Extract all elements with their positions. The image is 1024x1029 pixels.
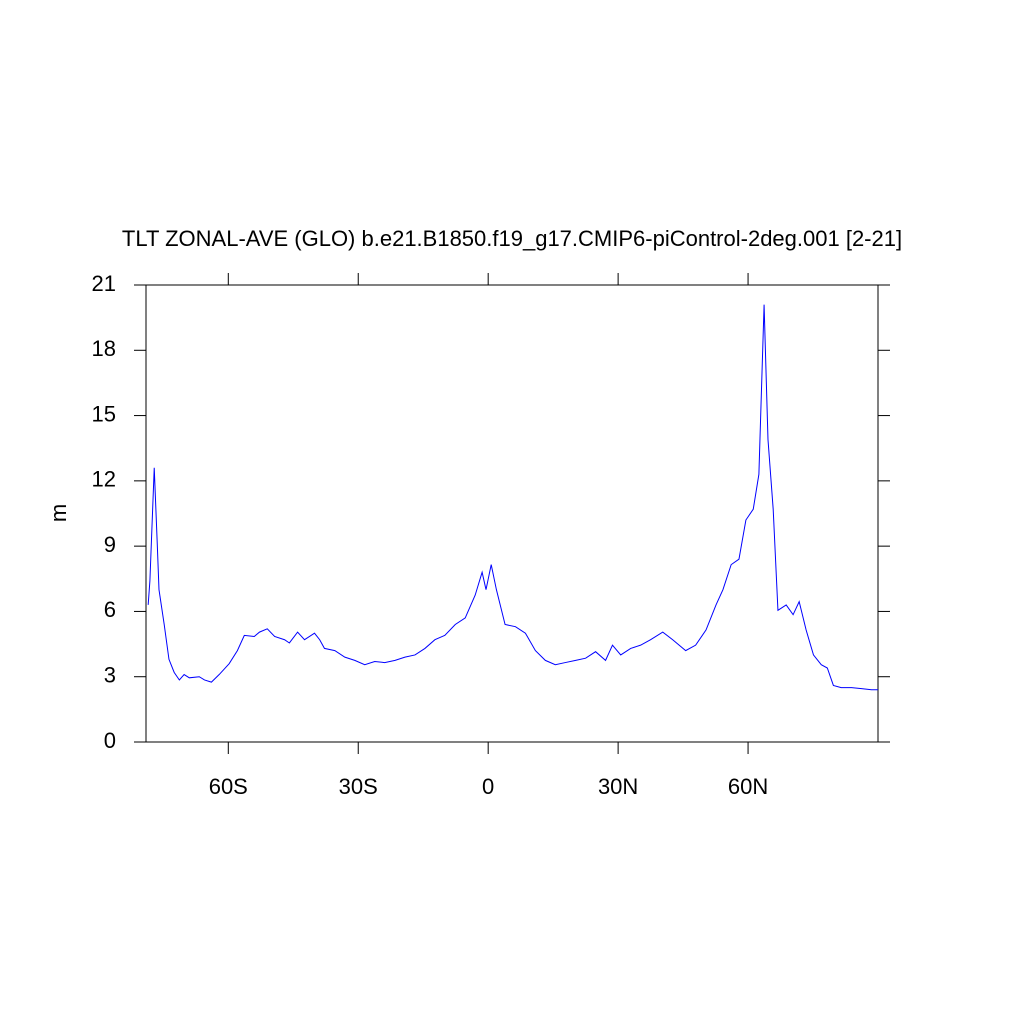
- chart-title: TLT ZONAL-AVE (GLO) b.e21.B1850.f19_g17.…: [122, 226, 902, 251]
- y-axis-label: m: [46, 504, 71, 522]
- x-tick-label: 0: [482, 774, 494, 799]
- plot-frame: [145, 284, 879, 743]
- x-tick-label: 60N: [728, 774, 768, 799]
- y-tick-label: 9: [104, 532, 116, 557]
- y-tick-label: 18: [92, 336, 116, 361]
- y-tick-label: 21: [92, 271, 116, 296]
- y-tick-label: 3: [104, 663, 116, 688]
- y-tick-label: 6: [104, 597, 116, 622]
- x-tick-label: 60S: [209, 774, 248, 799]
- y-tick-label: 12: [92, 467, 116, 492]
- data-line: [147, 304, 878, 691]
- x-tick-label: 30N: [598, 774, 638, 799]
- y-tick-label: 0: [104, 728, 116, 753]
- x-tick-label: 30S: [339, 774, 378, 799]
- y-tick-label: 15: [92, 401, 116, 426]
